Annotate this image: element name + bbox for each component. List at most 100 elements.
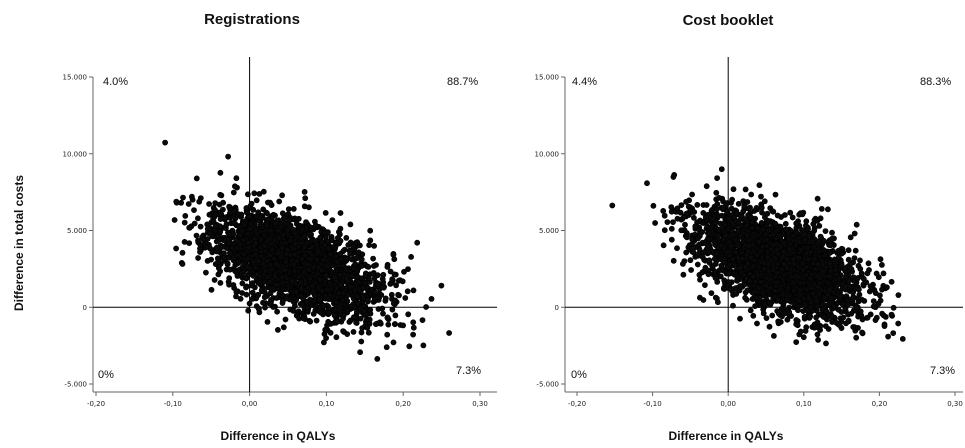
scatter-point — [366, 242, 372, 248]
scatter-point — [674, 245, 680, 252]
scatter-point — [660, 242, 667, 249]
scatter-point — [758, 193, 764, 200]
scatter-point — [670, 219, 676, 225]
scatter-point — [196, 198, 203, 205]
scatter-point — [343, 234, 350, 241]
scatter-point — [387, 268, 394, 275]
scatter-point — [408, 253, 414, 260]
scatter-point — [333, 334, 340, 341]
scatter-point — [877, 256, 884, 263]
scatter-point — [694, 201, 701, 208]
scatter-point — [879, 286, 885, 293]
scatter-point — [754, 320, 760, 327]
scatter-point — [880, 270, 887, 277]
scatter-point — [859, 316, 866, 323]
scatter-point — [264, 199, 271, 206]
scatter-point — [171, 217, 178, 223]
scatter-point — [751, 208, 758, 214]
scatter-point — [829, 229, 835, 236]
scatter-point — [680, 271, 687, 278]
scatter-point — [857, 257, 863, 264]
scatter-point — [249, 280, 256, 287]
scatter-point — [186, 224, 193, 231]
scatter-point — [292, 241, 299, 247]
scatter-point — [845, 247, 852, 254]
scatter-point — [279, 210, 286, 217]
scatter-point — [410, 319, 417, 326]
scatter-point — [337, 237, 344, 244]
scatter-point — [260, 188, 267, 195]
scatter-point — [400, 322, 406, 329]
scatter-point — [313, 317, 320, 324]
scatter-point — [327, 251, 334, 258]
scatter-point — [357, 349, 363, 356]
scatter-point — [283, 275, 290, 281]
scatter-point — [278, 253, 285, 260]
scatter-point — [359, 325, 366, 331]
scatter-point — [243, 291, 250, 298]
scatter-point — [853, 221, 860, 228]
scatter-point — [670, 257, 677, 264]
scatter-point — [253, 197, 260, 204]
scatter-point — [687, 257, 694, 264]
scatter-point — [219, 206, 226, 213]
scatter-point — [350, 328, 357, 335]
scatter-point — [379, 275, 386, 282]
scatter-point — [331, 274, 338, 281]
scatter-point — [322, 209, 329, 216]
x-tick-label: 0,10 — [796, 400, 812, 408]
scatter-point — [217, 191, 224, 198]
scatter-point — [890, 304, 897, 311]
x-tick-label: 0,00 — [720, 400, 736, 408]
scatter-point — [245, 239, 252, 246]
scatter-point — [225, 153, 231, 160]
scatter-point — [207, 230, 213, 237]
scatter-point — [233, 245, 240, 252]
scatter-point — [664, 219, 671, 225]
scatter-point — [249, 295, 256, 302]
scatter-point — [224, 261, 231, 268]
scatter-point — [268, 227, 274, 234]
scatter-point — [226, 250, 233, 256]
scatter-point — [689, 191, 695, 198]
scatter-point — [866, 288, 873, 295]
scatter-point — [319, 288, 326, 295]
scatter-point — [317, 234, 324, 241]
scatter-point — [744, 287, 751, 294]
scatter-point — [320, 257, 327, 263]
scatter-point — [378, 292, 385, 298]
scatter-point — [267, 252, 274, 259]
scatter-point — [258, 253, 264, 259]
scatter-point — [809, 230, 816, 237]
scatter-point — [708, 290, 715, 296]
scatter-point — [337, 225, 344, 232]
scatter-point — [226, 281, 232, 288]
scatter-point — [380, 310, 386, 317]
scatter-point — [820, 314, 827, 320]
scatter-point — [204, 221, 211, 228]
scatter-point — [231, 183, 238, 190]
scatter-point — [251, 190, 258, 197]
scatter-point — [817, 327, 823, 333]
scatter-point — [212, 200, 219, 206]
scatter-point — [370, 255, 376, 262]
scatter-point — [221, 250, 227, 256]
y-tick-label: 15.000 — [535, 74, 560, 82]
scatter-point — [343, 267, 350, 273]
scatter-point — [797, 328, 804, 335]
scatter-point — [682, 221, 688, 228]
scatter-point — [827, 260, 833, 266]
y-tick-label: 15.000 — [63, 74, 88, 82]
scatter-point — [337, 250, 344, 257]
scatter-point — [845, 311, 852, 318]
scatter-point — [370, 263, 377, 269]
scatter-point — [304, 261, 311, 268]
scatter-point — [390, 251, 397, 258]
scatter-point — [301, 244, 308, 250]
scatter-point — [261, 294, 268, 301]
x-axis-label: Difference in QALYs — [669, 429, 784, 443]
x-tick-label: 0,10 — [319, 400, 335, 408]
scatter-point — [353, 255, 360, 262]
scatter-point — [742, 294, 748, 301]
